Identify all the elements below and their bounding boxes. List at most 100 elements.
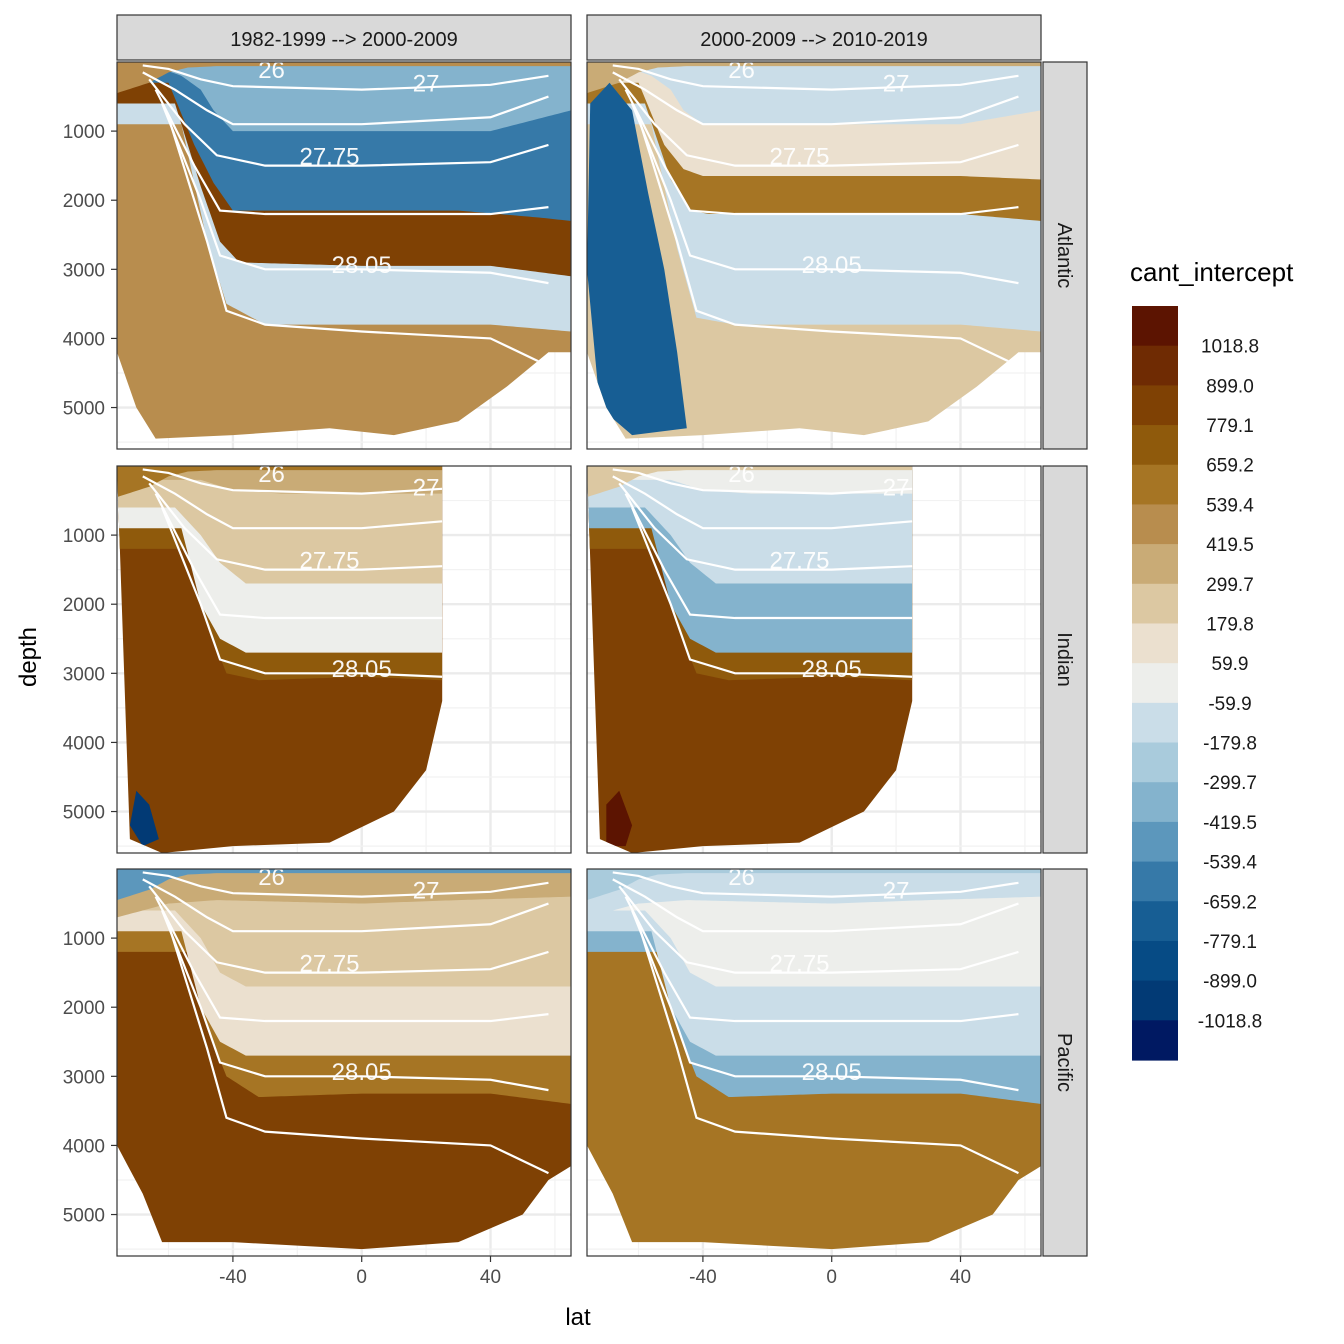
- legend-label: 539.4: [1206, 495, 1254, 516]
- strip-row-indian: Indian: [1042, 465, 1088, 854]
- y-tick-label: 1000: [63, 929, 105, 950]
- legend-label: 899.0: [1206, 376, 1254, 397]
- isopycnal-label: 27: [413, 71, 440, 98]
- strip-column-2: 2000-2009 --> 2010-2019: [586, 14, 1042, 61]
- y-tick-label: 2000: [63, 998, 105, 1019]
- isopycnal-line: [154, 896, 549, 1023]
- isopycnal-label: 27: [883, 71, 910, 98]
- legend-swatch: [1132, 425, 1178, 466]
- legend-swatch: [1132, 980, 1178, 1021]
- isopycnal-label: 26: [728, 864, 755, 891]
- isopycnal-line: [618, 885, 1019, 974]
- y-tick-label: 3000: [63, 260, 105, 281]
- y-tick-label: 4000: [63, 329, 105, 350]
- x-tick-label: -40: [219, 1267, 246, 1288]
- legend-label: 659.2: [1206, 456, 1254, 477]
- contour-field: [117, 869, 571, 1250]
- isopycnal-label: 28.05: [332, 656, 392, 683]
- legend-label: 1018.8: [1201, 337, 1259, 358]
- isopycnal-lines: [612, 468, 913, 678]
- legend-label: -1018.8: [1198, 1011, 1262, 1032]
- panel-border: [586, 465, 1042, 854]
- isopycnal-line: [612, 64, 1019, 91]
- isopycnal-line: [142, 871, 549, 898]
- legend: cant_intercept 1018.8 899.0 779.1 659.2 539.4…: [1130, 257, 1294, 1061]
- contour-band: [587, 466, 913, 584]
- legend-swatch: [1132, 901, 1178, 942]
- isopycnal-line: [631, 103, 1019, 285]
- contour-band: [587, 869, 1041, 901]
- isopycnal-label: 27.75: [769, 950, 829, 977]
- isopycnal-label: 26: [728, 57, 755, 84]
- panel-indian-2: 26 27 27.75 28.05: [586, 461, 1042, 854]
- legend-swatch: [1132, 345, 1178, 386]
- y-tick-label: 4000: [63, 733, 105, 754]
- isopycnal-label: 27: [883, 878, 910, 905]
- legend-swatch: [1132, 1020, 1178, 1061]
- isopycnal-line: [161, 103, 549, 285]
- isopycnal-label: 27: [413, 878, 440, 905]
- contour-band: [587, 62, 1041, 125]
- isopycnal-line: [612, 475, 913, 530]
- isopycnal-lines: [142, 468, 443, 678]
- isopycnal-line: [167, 923, 549, 1175]
- isopycnal-line: [142, 64, 549, 91]
- legend-label: 299.7: [1206, 575, 1254, 596]
- isopycnal-lines: [142, 64, 549, 368]
- contour-blob: [606, 790, 633, 847]
- panel-border: [586, 61, 1042, 450]
- contour-band: [117, 62, 571, 94]
- isopycnal-label: 26: [728, 461, 755, 488]
- isopycnal-label: 26: [258, 864, 285, 891]
- isopycnal-line: [637, 923, 1019, 1175]
- contour-band: [117, 466, 443, 584]
- facet-strips: 1982-1999 --> 2000-2009 2000-2009 --> 201…: [116, 14, 1088, 1257]
- y-tick-label: 1000: [63, 122, 105, 143]
- y-tick-label: 5000: [63, 399, 105, 420]
- y-tick-label: 1000: [63, 526, 105, 547]
- isopycnal-label: 27: [883, 475, 910, 502]
- isopycnal-label: 28.05: [802, 1059, 862, 1086]
- panel-atlantic-1: 26 27 27.75 28.05: [116, 57, 572, 450]
- legend-swatch: [1132, 544, 1178, 585]
- contour-band: [117, 466, 443, 498]
- x-tick-label: 0: [356, 1267, 367, 1288]
- isopycnal-label: 27.75: [769, 143, 829, 170]
- y-tick-label: 5000: [63, 1206, 105, 1227]
- legend-swatch: [1132, 742, 1178, 783]
- strip-row-atlantic: Atlantic: [1042, 61, 1088, 450]
- isopycnal-line: [142, 878, 549, 933]
- legend-label: -419.5: [1203, 813, 1257, 834]
- isopycnal-label: 28.05: [332, 1059, 392, 1086]
- isopycnal-line: [148, 482, 443, 571]
- legend-swatch: [1132, 385, 1178, 426]
- legend-label: -299.7: [1203, 773, 1257, 794]
- isopycnal-line: [154, 89, 549, 216]
- contour-blob: [129, 790, 159, 847]
- isopycnal-line: [612, 468, 913, 495]
- contour-field: [117, 466, 443, 853]
- x-axis-label: lat: [565, 1304, 591, 1331]
- panel-border: [586, 868, 1042, 1257]
- strip-label: Indian: [1053, 632, 1075, 687]
- legend-swatch: [1132, 464, 1178, 506]
- isopycnal-label: 28.05: [802, 252, 862, 279]
- isopycnal-line: [142, 475, 443, 530]
- y-axis-label: depth: [15, 627, 42, 687]
- panel-grid: 26 27 27.75 28.05 26 27 27.75 28.05 26 27 27.75 28.…: [116, 57, 1042, 1257]
- panel-indian-1: 26 27 27.75 28.05: [116, 461, 572, 854]
- y-tick-label: 2000: [63, 595, 105, 616]
- isopycnal-label: 27.75: [299, 547, 359, 574]
- isopycnal-line: [154, 493, 443, 620]
- isopycnal-label: 26: [258, 57, 285, 84]
- legend-swatch: [1132, 663, 1178, 704]
- isopycnal-line: [148, 885, 549, 974]
- isopycnal-line: [161, 507, 443, 678]
- legend-label: -539.4: [1203, 853, 1257, 874]
- axes: 1000200030004000500010002000300040005000…: [63, 122, 971, 1288]
- isopycnal-line: [142, 71, 549, 126]
- legend-swatch: [1132, 702, 1178, 744]
- isopycnal-line: [148, 78, 549, 167]
- isopycnal-label: 27.75: [299, 950, 359, 977]
- y-tick-label: 2000: [63, 191, 105, 212]
